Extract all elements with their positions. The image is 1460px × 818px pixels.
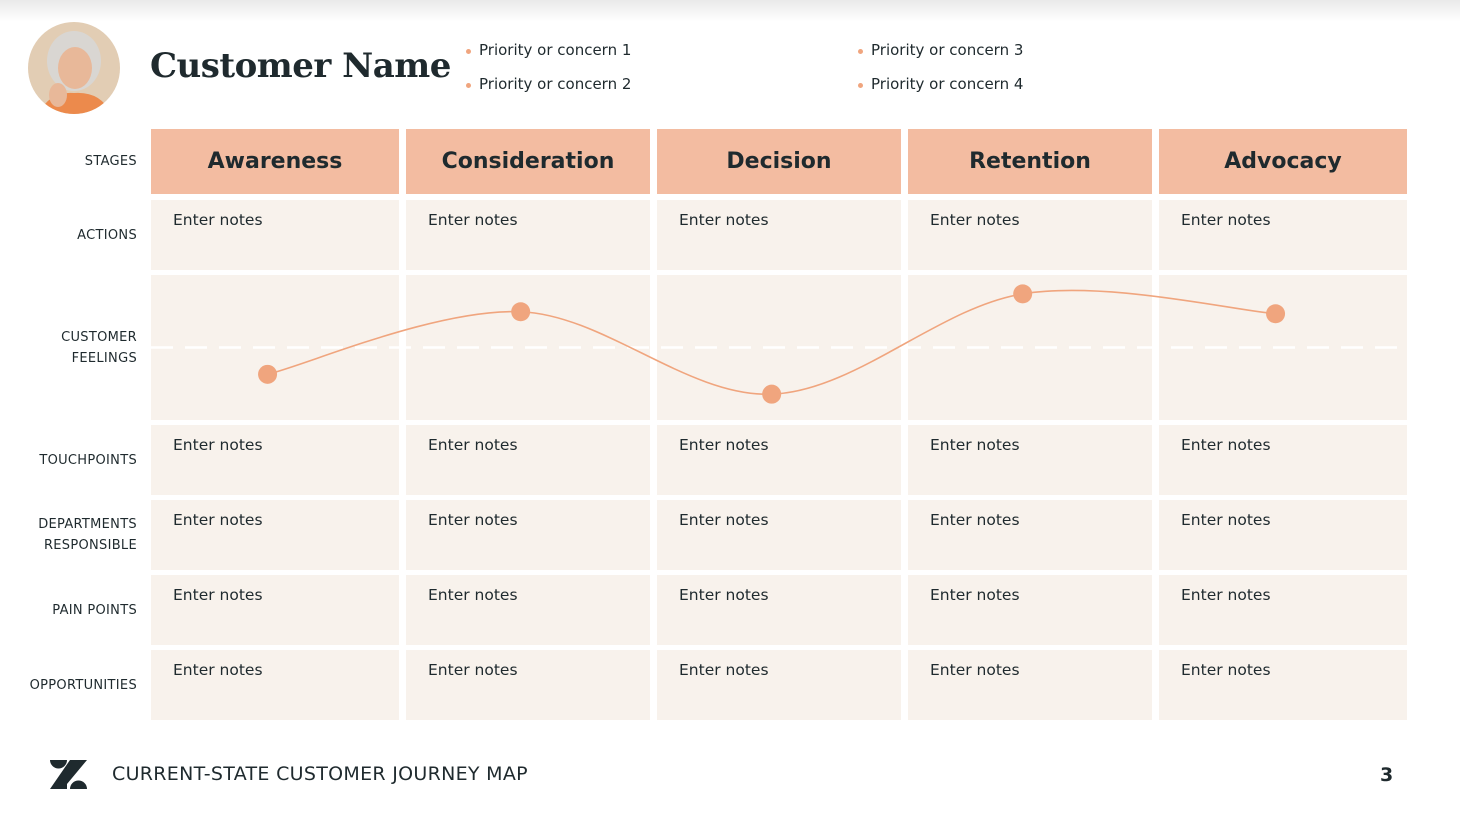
row-label-text: STAGES [84, 154, 137, 169]
row-label: ACTIONS [0, 200, 137, 270]
footer-title: CURRENT-STATE CUSTOMER JOURNEY MAP [112, 763, 528, 785]
note-cell: Enter notes [1159, 425, 1407, 495]
note-cell: Enter notes [151, 650, 399, 720]
priority: Priority or concern 1 [465, 41, 632, 59]
note-cell: Enter notes [1159, 200, 1407, 270]
note-cell: Enter notes [657, 650, 901, 720]
feelings-point [1013, 284, 1033, 304]
stage-header: Awareness [151, 129, 399, 194]
note-cell: Enter notes [406, 200, 650, 270]
priority: Priority or concern 4 [857, 75, 1024, 93]
note-cell: Enter notes [406, 500, 650, 570]
note-cell: Enter notes [406, 650, 650, 720]
feelings-point [258, 364, 278, 384]
row-label: DEPARTMENTS RESPONSIBLE [0, 500, 137, 570]
stage-header: Advocacy [1159, 129, 1407, 194]
row-label-text: PAIN POINTS [52, 602, 137, 618]
feelings-point [1266, 304, 1286, 324]
note-cell: Enter notes [151, 425, 399, 495]
note-cell: Enter notes [406, 425, 650, 495]
note-cell: Enter notes [908, 500, 1152, 570]
feelings-point [762, 384, 782, 404]
note-cell: Enter notes [657, 425, 901, 495]
note-cell: Enter notes [151, 200, 399, 270]
note-cell: Enter notes [657, 575, 901, 645]
priority: Priority or concern 2 [465, 75, 632, 93]
note-cell: Enter notes [908, 425, 1152, 495]
note-cell: Enter notes [151, 575, 399, 645]
row-label-text: ACTIONS [77, 227, 137, 243]
note-cell: Enter notes [151, 500, 399, 570]
row-label: OPPORTUNITIES [0, 650, 137, 720]
row-label: TOUCHPOINTS [0, 425, 137, 495]
note-cell: Enter notes [1159, 500, 1407, 570]
row-label: STAGES [0, 129, 137, 194]
customer-name: Customer Name [150, 46, 451, 86]
feelings-line [267, 289, 1276, 395]
feelings-point [511, 302, 531, 322]
row-label-text: CUSTOMER FEELINGS [61, 329, 137, 366]
row-label-text: OPPORTUNITIES [29, 677, 137, 693]
note-cell: Enter notes [908, 200, 1152, 270]
priority: Priority or concern 3 [857, 41, 1024, 59]
note-cell: Enter notes [1159, 650, 1407, 720]
stage-header: Consideration [406, 129, 650, 194]
row-label: PAIN POINTS [0, 575, 137, 645]
note-cell: Enter notes [406, 575, 650, 645]
avatar [28, 22, 120, 114]
top-band [0, 0, 1460, 22]
row-label: CUSTOMER FEELINGS [0, 275, 137, 420]
page-number: 3 [1380, 764, 1394, 786]
note-cell: Enter notes [908, 575, 1152, 645]
note-cell: Enter notes [657, 500, 901, 570]
stage-header: Retention [908, 129, 1152, 194]
logo [50, 760, 87, 789]
row-label-text: TOUCHPOINTS [39, 452, 137, 468]
note-cell: Enter notes [1159, 575, 1407, 645]
note-cell: Enter notes [908, 650, 1152, 720]
row-label-text: DEPARTMENTS RESPONSIBLE [38, 517, 137, 553]
stage-header: Decision [657, 129, 901, 194]
note-cell: Enter notes [657, 200, 901, 270]
